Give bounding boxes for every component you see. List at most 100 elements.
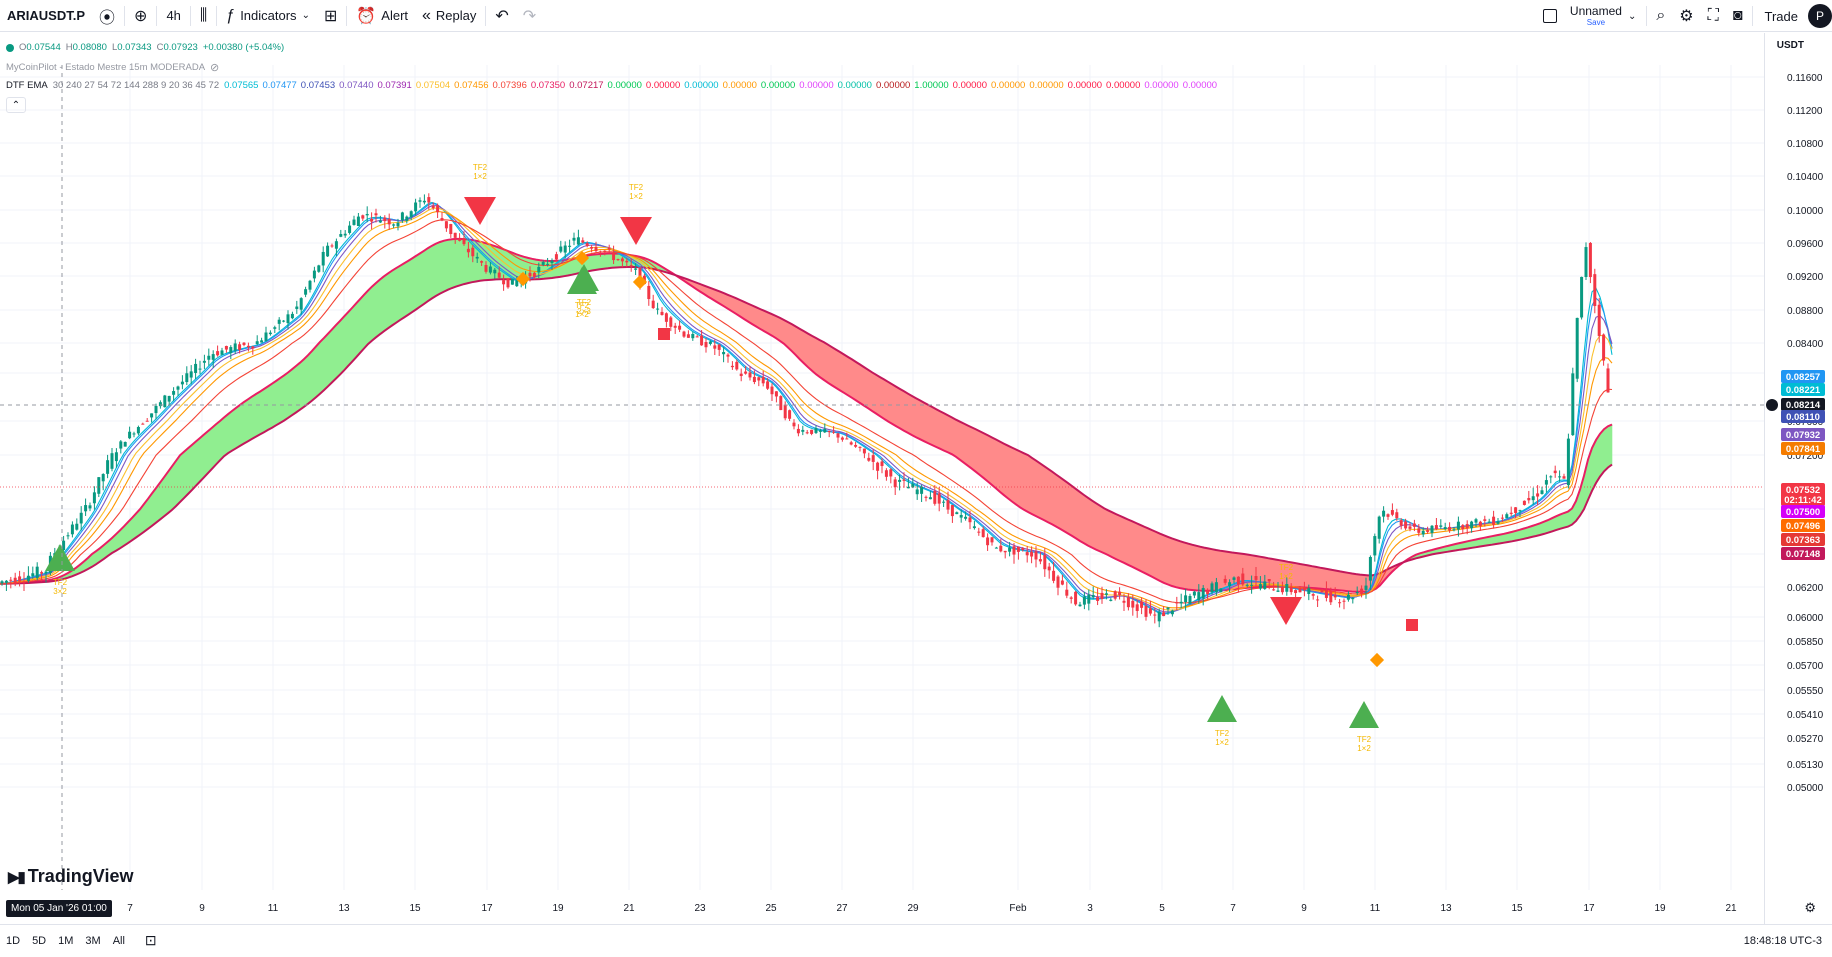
range-tab-1d[interactable]: 1D: [0, 935, 26, 947]
cloud-segment: [1356, 574, 1360, 592]
snapshot-button[interactable]: ◙: [1726, 0, 1750, 32]
indicator-value: 0.00000: [684, 80, 718, 91]
price-tick-label: 0.05850: [1787, 637, 1824, 648]
symbol-options-icon[interactable]: ⦿: [92, 0, 122, 32]
cloud-segment: [464, 239, 468, 284]
compare-symbol-button[interactable]: ⊕: [127, 0, 154, 32]
cloud-segment: [252, 394, 256, 439]
indicator-name: DTF EMA: [6, 80, 48, 91]
chevron-down-icon[interactable]: ⌄: [1628, 11, 1636, 22]
cloud-segment: [164, 472, 168, 517]
indicator-value: 0.00000: [991, 80, 1025, 91]
candle-body: [454, 233, 457, 238]
ohlc-change: +0.00380 (+5.04%): [203, 42, 284, 53]
avatar[interactable]: P: [1808, 4, 1832, 28]
candle-body: [1074, 592, 1077, 605]
candle-body: [1083, 596, 1086, 604]
price-badge-label: 0.07148: [1786, 549, 1820, 560]
candle-body: [1255, 576, 1258, 580]
cloud-segment: [352, 304, 356, 362]
collapse-legend-button[interactable]: ⌃: [6, 97, 26, 113]
cloud-segment: [1348, 573, 1352, 592]
candle-body: [977, 532, 980, 533]
candle-body: [1351, 598, 1354, 599]
cloud-segment: [884, 379, 888, 421]
candle-body: [612, 252, 615, 260]
candle-body: [1061, 581, 1064, 585]
range-tab-1m[interactable]: 1M: [52, 935, 79, 947]
candle-body: [1272, 589, 1275, 590]
candle-body: [999, 546, 1002, 552]
candle-body: [775, 391, 778, 396]
candle-body: [159, 402, 162, 406]
range-tab-3m[interactable]: 3M: [79, 935, 106, 947]
candle-body: [929, 497, 932, 499]
candle-body: [1532, 496, 1535, 500]
indicator-value: 0.00000: [1029, 80, 1063, 91]
ohlc-legend: O0.07544 H0.08080 L0.07343 C0.07923 +0.0…: [6, 42, 284, 53]
chart-type-button[interactable]: ⫼: [193, 0, 214, 32]
price-scale[interactable]: 0.116000.112000.108000.104000.100000.096…: [1781, 73, 1825, 794]
candle-body: [850, 442, 853, 444]
layout-checkbox[interactable]: [1536, 0, 1564, 32]
candle-body: [1505, 514, 1508, 518]
candle-body: [493, 270, 496, 274]
candle-body: [1158, 612, 1161, 622]
redo-button[interactable]: ↷: [516, 0, 543, 32]
candle-body: [1461, 525, 1464, 529]
cloud-segment: [756, 307, 760, 329]
candle-body: [683, 332, 686, 337]
time-scale-settings-icon[interactable]: ⚙: [1804, 900, 1816, 916]
cloud-segment: [404, 261, 408, 318]
signal-label: 3×2: [53, 587, 67, 596]
indicator-legend-dtf-ema[interactable]: DTF EMA 30 240 27 54 72 144 288 9 20 36 …: [6, 80, 1217, 91]
eye-hidden-icon[interactable]: ⊘: [210, 61, 219, 74]
candle-body: [375, 213, 378, 215]
indicator-legend-mycoinpilot[interactable]: MyCoinPilot - Estado Mestre 15m MODERADA…: [6, 61, 219, 74]
candle-body: [749, 373, 752, 378]
replay-label: Replay: [436, 8, 476, 23]
price-tick-label: 0.06000: [1787, 613, 1824, 624]
candle-body: [1571, 373, 1574, 435]
candle-body: [1488, 522, 1491, 523]
time-tick-label: Feb: [1009, 903, 1027, 914]
candle-body: [1079, 605, 1082, 607]
range-tab-5d[interactable]: 5D: [26, 935, 52, 947]
price-tick-label: 0.11200: [1787, 106, 1823, 117]
quick-search-button[interactable]: ⌕: [1649, 0, 1672, 32]
candle-body: [1206, 591, 1209, 594]
alert-button[interactable]: ⏰ Alert: [349, 0, 415, 32]
candle-body: [1554, 471, 1557, 473]
layout-name-button[interactable]: Unnamed Save: [1570, 5, 1622, 27]
cloud-segment: [764, 311, 768, 334]
cloud-segment: [820, 340, 824, 380]
settings-button[interactable]: ⚙: [1672, 0, 1700, 32]
templates-button[interactable]: ⊞: [317, 0, 344, 32]
fullscreen-button[interactable]: ⛶: [1701, 0, 1726, 32]
candle-body: [1263, 581, 1266, 588]
chevron-up-icon: ⌃: [12, 100, 20, 111]
candle-body: [194, 364, 197, 373]
price-chart[interactable]: TF23×2TF21×2TF21×2TF22×3TF21×2TF21×2TF21…: [0, 33, 1832, 924]
price-tick-label: 0.10000: [1787, 206, 1824, 217]
candle-body: [243, 343, 246, 345]
tradingview-logo[interactable]: ▶▮TradingView: [8, 866, 134, 887]
indicators-button[interactable]: ƒ Indicators ⌄: [219, 0, 317, 32]
goto-date-button[interactable]: ⊡: [139, 932, 163, 949]
clock[interactable]: 18:48:18 UTC-3: [1744, 925, 1822, 957]
signal-label: TF2: [1357, 735, 1372, 744]
indicator-value: 1.00000: [914, 80, 948, 91]
symbol-search[interactable]: ARIAUSDT.P: [0, 0, 92, 32]
replay-button[interactable]: « Replay: [415, 0, 483, 32]
trade-button[interactable]: Trade: [1755, 0, 1808, 32]
cloud-segment: [244, 399, 248, 443]
candle-body: [1404, 522, 1407, 529]
range-tab-all[interactable]: All: [107, 935, 131, 947]
candle-body: [1409, 526, 1412, 528]
undo-button[interactable]: ↶: [488, 0, 515, 32]
candle-body: [1576, 318, 1579, 379]
candle-body: [1259, 584, 1262, 589]
interval-button[interactable]: 4h: [159, 0, 187, 32]
currency-label[interactable]: USDT: [1777, 40, 1804, 51]
